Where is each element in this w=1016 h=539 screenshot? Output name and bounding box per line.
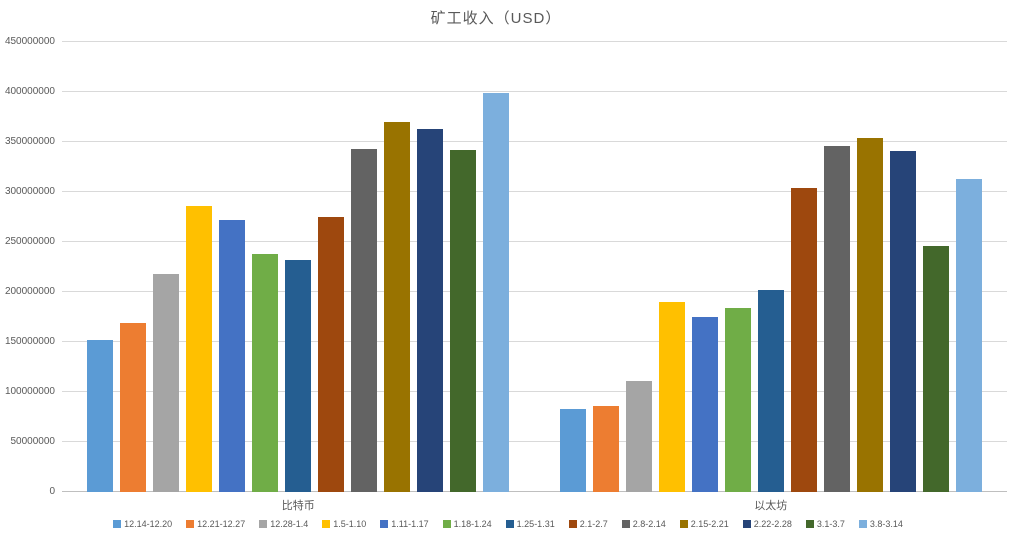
legend-label: 1.18-1.24: [453, 519, 492, 529]
bar[interactable]: [658, 302, 685, 492]
bar[interactable]: [559, 409, 586, 492]
gridline: [62, 41, 1007, 42]
y-tick-label: 0: [49, 486, 55, 497]
bar[interactable]: [955, 179, 982, 492]
legend-label: 1.25-1.31: [516, 519, 555, 529]
y-tick-label: 350000000: [4, 136, 55, 147]
legend-label: 1.5-1.10: [333, 519, 367, 529]
bar[interactable]: [889, 151, 916, 492]
legend-swatch-icon: [186, 520, 195, 528]
legend-swatch-icon: [380, 520, 389, 528]
gridline: [62, 141, 1007, 142]
bar[interactable]: [384, 122, 411, 492]
bar[interactable]: [691, 317, 718, 492]
legend-item[interactable]: 3.8-3.14: [858, 519, 903, 529]
legend-item[interactable]: 1.11-1.17: [380, 519, 429, 529]
gridline: [62, 441, 1007, 442]
x-axis-line: [62, 491, 1007, 492]
y-tick-label: 200000000: [4, 286, 55, 298]
legend-item[interactable]: 2.22-2.28: [742, 519, 792, 529]
legend-swatch-icon: [442, 520, 451, 528]
gridline: [62, 341, 1007, 343]
legend-label: 2.15-2.21: [690, 519, 729, 529]
bar[interactable]: [450, 150, 477, 492]
bar[interactable]: [625, 381, 652, 492]
y-tick-label: 400000000: [4, 86, 55, 98]
bar[interactable]: [252, 254, 279, 492]
legend-item[interactable]: 12.14-12.20: [113, 519, 172, 529]
bar[interactable]: [823, 146, 850, 492]
legend-item[interactable]: 1.25-1.31: [505, 519, 555, 529]
legend-item[interactable]: 2.8-2.14: [621, 519, 666, 529]
legend-label: 12.28-1.4: [270, 519, 309, 529]
legend-swatch-icon: [505, 520, 514, 528]
legend-item[interactable]: 2.1-2.7: [568, 519, 608, 529]
legend-swatch-icon: [259, 520, 268, 528]
bar[interactable]: [186, 206, 213, 492]
bar[interactable]: [856, 138, 883, 492]
legend-swatch-icon: [805, 520, 814, 528]
bar[interactable]: [757, 290, 784, 492]
bar[interactable]: [922, 246, 949, 492]
y-tick-label: 50000000: [10, 436, 56, 448]
legend-swatch-icon: [322, 520, 331, 528]
legend-item[interactable]: 12.28-1.4: [259, 519, 308, 529]
bar[interactable]: [285, 260, 312, 492]
bar[interactable]: [87, 340, 114, 492]
chart-title: 矿工收入（USD）: [430, 10, 562, 27]
gridline: [62, 191, 1007, 193]
bar[interactable]: [219, 220, 246, 492]
legend-label: 3.8-3.14: [869, 519, 903, 529]
legend-item[interactable]: 1.18-1.24: [442, 519, 492, 529]
legend-swatch-icon: [858, 520, 867, 528]
y-tick-label: 100000000: [4, 386, 55, 398]
bar[interactable]: [724, 308, 751, 492]
bar[interactable]: [153, 274, 180, 492]
bar-group: [535, 42, 1008, 492]
plot-area: [62, 41, 1008, 492]
gridline: [62, 241, 1007, 242]
legend-swatch-icon: [568, 520, 577, 528]
x-axis-category-labels: 比特币 以太坊: [62, 497, 1007, 513]
y-tick-label: 250000000: [4, 236, 55, 247]
legend-label: 12.21-12.27: [197, 519, 246, 529]
legend-label: 2.1-2.7: [579, 519, 608, 529]
bar[interactable]: [318, 217, 345, 492]
legend-swatch-icon: [679, 520, 688, 528]
category-label: 以太坊: [754, 500, 788, 512]
bar[interactable]: [592, 406, 619, 492]
y-tick-label: 450000000: [4, 36, 55, 47]
legend-item[interactable]: 1.5-1.10: [322, 519, 366, 529]
bar[interactable]: [351, 149, 378, 492]
bar-group: [62, 42, 535, 492]
bar[interactable]: [483, 93, 510, 492]
y-tick-label: 150000000: [4, 336, 55, 348]
bar[interactable]: [417, 129, 444, 492]
category-label: 比特币: [281, 500, 315, 512]
gridline: [62, 91, 1007, 92]
legend-item[interactable]: 12.21-12.27: [186, 519, 245, 529]
legend-label: 2.22-2.28: [753, 519, 792, 529]
gridline: [62, 391, 1007, 392]
bar[interactable]: [790, 188, 817, 492]
legend-item[interactable]: 3.1-3.7: [805, 519, 845, 529]
y-tick-label: 300000000: [4, 186, 55, 198]
legend-swatch-icon: [742, 520, 751, 528]
legend-swatch-icon: [113, 520, 122, 528]
legend-label: 1.11-1.17: [391, 519, 429, 529]
legend-label: 3.1-3.7: [816, 519, 845, 529]
legend-label: 2.8-2.14: [632, 519, 666, 529]
y-axis: 0 50000000 100000000 150000000 200000000 2500…: [0, 37, 56, 497]
legend: 12.14-12.20 12.21-12.27 12.28-1.4 1.5-1.10 1…: [0, 519, 1016, 529]
gridline: [62, 291, 1007, 292]
legend-item[interactable]: 2.15-2.21: [679, 519, 729, 529]
bar[interactable]: [120, 323, 147, 492]
legend-label: 12.14-12.20: [124, 519, 173, 529]
legend-swatch-icon: [621, 520, 630, 528]
